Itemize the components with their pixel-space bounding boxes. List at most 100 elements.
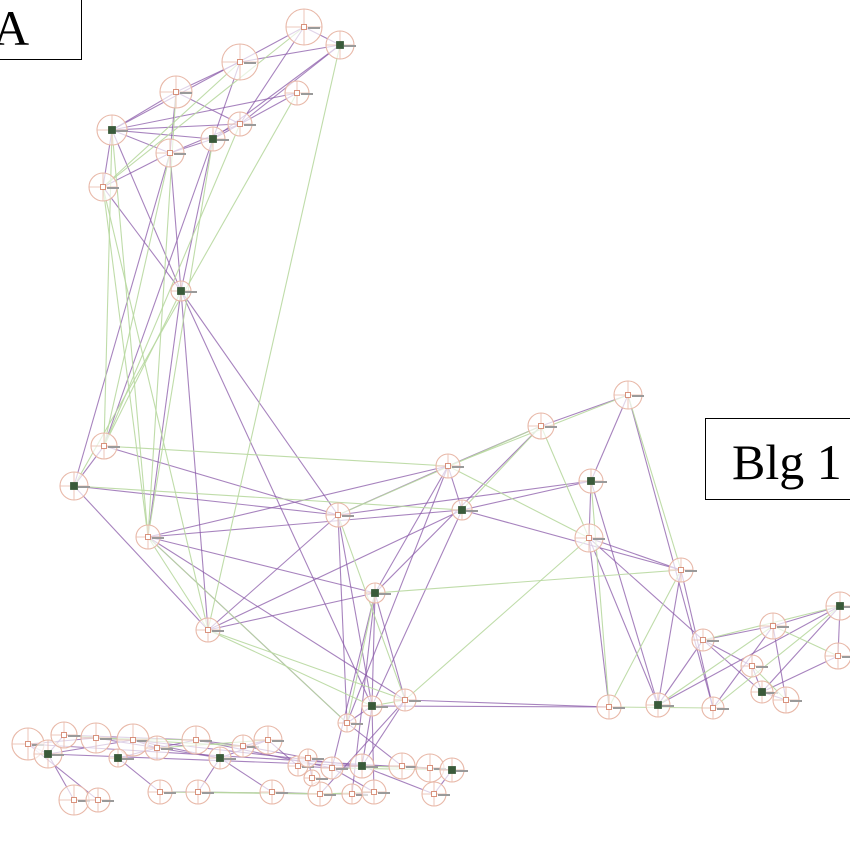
host-node: [740, 654, 768, 678]
primary-link: [111, 92, 298, 131]
primary-link: [761, 605, 841, 693]
node-caption-mark: [379, 593, 391, 595]
host-node: [135, 524, 164, 550]
node-caption-mark: [247, 746, 259, 748]
host-node: [298, 748, 324, 768]
node-caption-mark: [466, 510, 478, 512]
router-node: [364, 582, 391, 604]
host-node: [337, 713, 363, 733]
primary-link: [319, 699, 406, 795]
router-node: [59, 471, 90, 501]
router-icon: [836, 602, 844, 610]
router-icon: [336, 41, 344, 49]
primary-link: [461, 509, 682, 571]
host-node: [58, 784, 90, 816]
primary-link: [361, 699, 406, 767]
primary-link: [461, 480, 592, 511]
router-node: [170, 280, 197, 302]
host-node: [253, 725, 284, 755]
primary-link: [404, 699, 610, 708]
secondary-link: [103, 445, 449, 467]
router-icon: [758, 688, 766, 696]
host-icon: [237, 121, 243, 127]
host-node: [361, 779, 390, 805]
node-caption-mark: [593, 538, 605, 540]
node-caption-mark: [116, 130, 128, 132]
primary-link: [111, 129, 182, 292]
primary-link: [103, 445, 339, 516]
host-node: [772, 686, 802, 714]
host-node: [701, 696, 729, 720]
router-icon: [216, 754, 224, 762]
node-caption-mark: [108, 446, 120, 448]
secondary-link: [207, 629, 373, 707]
host-icon: [265, 737, 271, 743]
host-icon: [130, 737, 136, 743]
host-icon: [625, 392, 631, 398]
host-icon: [61, 732, 67, 738]
host-icon: [145, 534, 151, 540]
host-icon: [399, 763, 405, 769]
node-caption-mark: [632, 395, 644, 397]
host-node: [307, 781, 336, 807]
node-caption-mark: [152, 537, 164, 539]
host-icon: [335, 512, 341, 518]
primary-link: [588, 537, 682, 571]
host-icon: [445, 463, 451, 469]
router-node: [108, 748, 134, 768]
host-icon: [193, 737, 199, 743]
panel-label: A: [0, 0, 82, 60]
host-node: [285, 8, 323, 46]
node-caption-mark: [200, 740, 212, 742]
node-caption-mark: [102, 800, 114, 802]
node-caption-mark: [842, 656, 850, 658]
node-caption-mark: [244, 124, 256, 126]
node-caption-mark: [78, 800, 90, 802]
node-caption-mark: [662, 705, 674, 707]
host-icon: [538, 423, 544, 429]
primary-link: [147, 509, 463, 538]
secondary-link: [147, 536, 348, 724]
primary-link: [103, 138, 214, 447]
node-caption-mark: [344, 45, 356, 47]
node-caption-mark: [366, 766, 378, 768]
host-icon: [100, 184, 106, 190]
router-node: [200, 126, 229, 152]
router-node: [825, 591, 850, 621]
host-node: [421, 781, 450, 807]
router-icon: [44, 750, 52, 758]
secondary-link: [147, 138, 214, 538]
node-caption-mark: [68, 735, 80, 737]
node-caption-mark: [122, 758, 134, 760]
primary-link: [337, 514, 348, 724]
host-icon: [25, 741, 31, 747]
host-icon: [309, 775, 315, 781]
primary-link: [207, 592, 376, 631]
primary-link: [588, 537, 659, 706]
secondary-link: [207, 44, 341, 631]
host-node: [691, 628, 719, 652]
primary-link: [657, 569, 682, 706]
router-node: [96, 114, 128, 146]
primary-link: [346, 465, 449, 724]
host-node: [50, 721, 80, 749]
node-caption-mark: [244, 62, 256, 64]
node-caption-mark: [707, 640, 719, 642]
router-icon: [654, 701, 662, 709]
host-icon: [349, 791, 355, 797]
host-icon: [710, 705, 716, 711]
router-node: [451, 499, 478, 521]
primary-link: [207, 509, 463, 631]
secondary-link: [712, 605, 841, 709]
secondary-link: [608, 569, 682, 708]
primary-link: [73, 152, 171, 487]
secondary-link: [103, 152, 171, 447]
router-icon: [371, 589, 379, 597]
host-icon: [157, 789, 163, 795]
host-node: [231, 734, 259, 758]
node-caption-mark: [378, 792, 390, 794]
host-icon: [606, 704, 612, 710]
host-icon: [93, 735, 99, 741]
primary-link: [147, 536, 376, 594]
host-node: [88, 172, 119, 202]
